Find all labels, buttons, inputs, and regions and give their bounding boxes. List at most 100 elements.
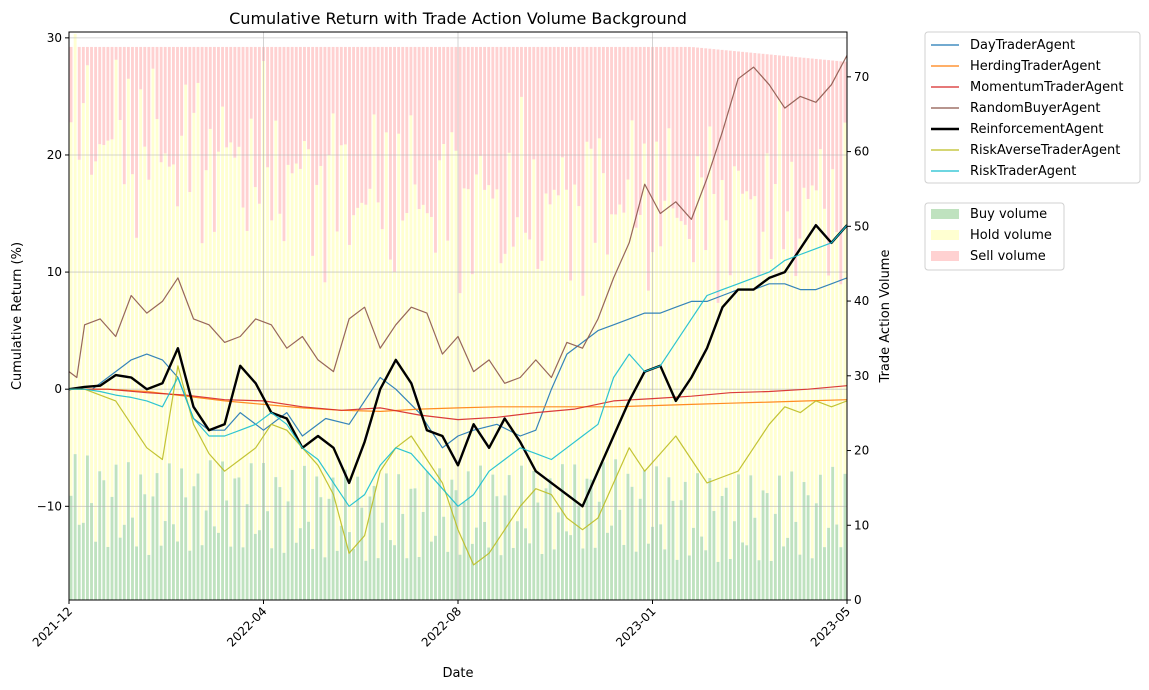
volume-bar-hold bbox=[409, 115, 413, 489]
legend-label: Hold volume bbox=[970, 228, 1052, 243]
volume-bar-hold bbox=[192, 112, 196, 487]
volume-bar-hold bbox=[102, 145, 106, 481]
volume-bar-sell bbox=[524, 46, 527, 233]
y-tick-label: −10 bbox=[37, 499, 62, 513]
volume-bar-sell bbox=[339, 46, 343, 146]
volume-legend: Buy volume Hold volume Sell volume bbox=[924, 202, 1065, 271]
volume-bar-hold bbox=[556, 195, 560, 513]
volume-bar-sell bbox=[204, 46, 208, 171]
volume-bar-buy bbox=[188, 550, 192, 600]
volume-bar-sell bbox=[675, 46, 679, 218]
volume-bar-sell bbox=[745, 52, 749, 192]
volume-bar-buy bbox=[597, 501, 601, 600]
volume-bar-hold bbox=[540, 260, 544, 554]
volume-bar-sell bbox=[446, 46, 450, 241]
volume-bar-hold bbox=[139, 89, 143, 475]
volume-bar-sell bbox=[712, 49, 716, 194]
volume-bar-hold bbox=[126, 78, 130, 463]
volume-bar-buy bbox=[348, 532, 351, 600]
volume-bar-buy bbox=[171, 524, 175, 600]
volume-bar-buy bbox=[724, 487, 728, 600]
volume-bar-sell bbox=[413, 46, 417, 185]
volume-bar-buy bbox=[593, 547, 597, 600]
volume-bar-hold bbox=[405, 212, 409, 559]
volume-bar-hold bbox=[380, 229, 384, 523]
volume-bar-buy bbox=[434, 535, 437, 600]
volume-bar-buy bbox=[270, 548, 274, 600]
volume-bar-hold bbox=[687, 238, 691, 556]
volume-bar-buy bbox=[536, 502, 540, 600]
volume-bar-hold bbox=[204, 170, 208, 511]
volume-bar-sell bbox=[438, 46, 442, 161]
volume-bar-buy bbox=[282, 552, 286, 600]
volume-bar-buy bbox=[311, 548, 315, 600]
volume-bar-hold bbox=[307, 149, 310, 522]
volume-bar-hold bbox=[180, 135, 184, 469]
volume-bar-sell bbox=[417, 46, 421, 210]
volume-bar-sell bbox=[704, 48, 708, 251]
volume-bar-sell bbox=[810, 58, 814, 186]
volume-bar-hold bbox=[249, 118, 253, 464]
volume-bar-sell bbox=[389, 46, 392, 260]
volume-bar-hold bbox=[606, 254, 609, 533]
volume-bar-buy bbox=[773, 513, 777, 600]
volume-bar-buy bbox=[184, 497, 188, 600]
volume-bar-buy bbox=[384, 473, 388, 600]
volume-bar-hold bbox=[778, 100, 781, 476]
volume-bar-buy bbox=[769, 560, 773, 600]
volume-bar-hold bbox=[806, 198, 810, 496]
volume-bar-buy bbox=[139, 474, 143, 600]
volume-bar-buy bbox=[85, 455, 89, 600]
volume-bar-buy bbox=[233, 478, 237, 600]
series-line-HerdingTraderAgent bbox=[69, 388, 847, 412]
legend-label: RandomBuyerAgent bbox=[970, 101, 1101, 116]
volume-legend-box bbox=[924, 202, 1065, 271]
volume-bar-sell bbox=[593, 46, 597, 243]
volume-bar-sell bbox=[409, 46, 413, 116]
volume-bar-buy bbox=[397, 474, 401, 600]
volume-bar-buy bbox=[245, 504, 249, 600]
volume-bar-buy bbox=[606, 532, 609, 600]
volume-bar-sell bbox=[466, 46, 470, 190]
volume-bar-hold bbox=[85, 65, 89, 456]
volume-bar-hold bbox=[532, 159, 536, 471]
volume-bar-hold bbox=[753, 196, 757, 518]
volume-bar-hold bbox=[597, 138, 601, 502]
volume-bar-hold bbox=[724, 220, 728, 488]
volume-bar-sell bbox=[778, 55, 781, 101]
y-axis-left: −10 0 10 20 30 bbox=[37, 31, 69, 513]
volume-bar-hold bbox=[782, 249, 785, 547]
volume-bar-sell bbox=[700, 47, 704, 178]
volume-bar-sell bbox=[114, 46, 118, 60]
volume-bar-sell bbox=[98, 46, 102, 145]
volume-bar-buy bbox=[732, 521, 736, 600]
volume-bar-buy bbox=[626, 473, 630, 600]
volume-bar-hold bbox=[618, 204, 622, 510]
volume-bar-buy bbox=[413, 488, 417, 600]
volume-bar-sell bbox=[589, 46, 593, 149]
volume-bar-buy bbox=[778, 475, 781, 600]
volume-bar-sell bbox=[118, 46, 122, 120]
volume-bar-hold bbox=[319, 165, 323, 498]
volume-bar-sell bbox=[323, 46, 327, 283]
volume-bar-sell bbox=[257, 46, 261, 204]
volume-bar-hold bbox=[303, 141, 306, 466]
volume-bar-buy bbox=[515, 521, 519, 600]
volume-bar-sell bbox=[790, 56, 794, 162]
volume-bar-sell bbox=[356, 46, 360, 208]
volume-bar-hold bbox=[610, 214, 613, 526]
volume-bar-hold bbox=[544, 193, 548, 489]
volume-bar-buy bbox=[618, 509, 622, 600]
volume-bar-buy bbox=[520, 465, 523, 600]
volume-bar-sell bbox=[552, 46, 556, 190]
volume-bar-buy bbox=[700, 536, 704, 600]
volume-bar-buy bbox=[155, 473, 159, 600]
volume-bar-sell bbox=[630, 46, 634, 121]
volume-bar-sell bbox=[536, 46, 540, 269]
legend-label: Sell volume bbox=[970, 249, 1046, 264]
volume-bar-buy bbox=[364, 560, 368, 600]
volume-bar-sell bbox=[515, 46, 519, 218]
volume-bar-sell bbox=[380, 46, 384, 230]
volume-bar-buy bbox=[69, 495, 73, 600]
volume-bar-hold bbox=[585, 141, 589, 479]
